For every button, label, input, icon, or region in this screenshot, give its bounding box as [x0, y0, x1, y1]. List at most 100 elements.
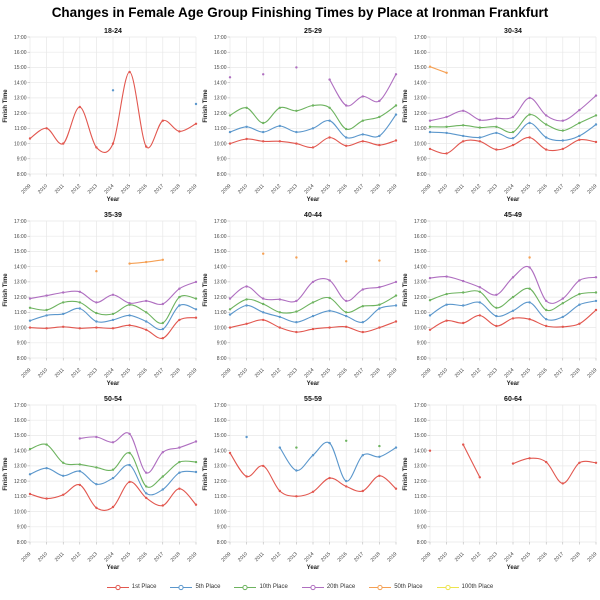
y-tick-label: 17:00 [414, 219, 427, 225]
data-point [511, 276, 515, 279]
x-tick-label: 2017 [353, 551, 365, 563]
data-point [578, 108, 581, 112]
data-point [128, 302, 131, 305]
data-point [428, 314, 432, 317]
data-point [295, 142, 298, 145]
data-point [145, 496, 148, 500]
series-line [512, 457, 597, 484]
x-tick-label: 2013 [487, 551, 499, 563]
data-point [194, 460, 198, 464]
data-point [345, 127, 348, 131]
data-point [245, 304, 248, 307]
data-point [311, 314, 315, 318]
series-50th Place [528, 256, 531, 259]
x-tick-label: 2015 [520, 183, 532, 195]
data-point [145, 320, 148, 323]
data-point [194, 280, 198, 284]
y-tick-label: 11:00 [14, 126, 26, 132]
data-point [295, 495, 298, 498]
data-point [295, 256, 298, 259]
x-tick-label: 2009 [220, 367, 232, 379]
data-point [445, 275, 448, 278]
legend-item-1st Place: 1st Place [106, 583, 156, 592]
y-axis-label: Finish Time [203, 89, 209, 123]
legend-key-marker [115, 584, 121, 590]
y-tick-label: 10:00 [214, 141, 227, 147]
y-tick-label: 15:00 [14, 65, 27, 71]
series-5th Place [245, 435, 398, 483]
data-point [478, 126, 481, 129]
data-point [462, 291, 465, 294]
data-point [345, 439, 348, 442]
data-point [228, 76, 232, 79]
data-point [495, 117, 498, 120]
data-point [478, 140, 481, 143]
data-point [145, 311, 148, 314]
data-point [545, 324, 548, 328]
x-tick-label: 2017 [353, 183, 365, 195]
data-point [145, 492, 148, 495]
x-tick-label: 2017 [153, 367, 165, 379]
data-point [511, 317, 515, 320]
data-point [462, 304, 465, 307]
data-point [178, 446, 181, 449]
data-point [578, 292, 581, 296]
legend: 1st Place 5th Place 10th Place 20th Place 50… [0, 578, 600, 596]
facet-35-39: 35-39 8:00 9:00 10:00 11:00 12:00 13:00 14:00 15… [0, 208, 200, 392]
data-point [345, 311, 348, 314]
y-tick-label: 13:00 [414, 96, 427, 102]
data-point [495, 131, 498, 135]
x-tick-label: 2016 [537, 183, 549, 195]
data-point [528, 256, 531, 259]
data-point [262, 311, 265, 314]
data-point [445, 152, 448, 155]
y-tick-label: 10:00 [14, 141, 27, 147]
data-point [28, 297, 32, 300]
data-point [111, 468, 115, 471]
y-tick-label: 9:00 [417, 341, 427, 347]
data-point [245, 137, 248, 141]
data-point [128, 70, 131, 74]
x-tick-label: 2018 [370, 551, 382, 563]
data-point [111, 441, 115, 444]
y-tick-label: 14:00 [14, 449, 27, 455]
facet-plot-18-24: 18-24 8:00 9:00 10:00 11:00 12:00 13:00 14:00 15… [3, 28, 199, 203]
data-point [228, 130, 232, 134]
data-point [561, 302, 564, 305]
y-tick-label: 16:00 [14, 50, 27, 56]
series-1st Place [228, 451, 398, 498]
series-1st Place [28, 480, 198, 511]
data-point [345, 479, 348, 483]
x-tick-label: 2013 [87, 367, 99, 379]
x-tick-label: 2015 [120, 551, 132, 563]
y-axis-label: Finish Time [403, 273, 409, 307]
y-tick-label: 15:00 [14, 433, 27, 439]
x-tick-label: 2011 [54, 367, 66, 379]
x-tick-label: 2018 [170, 551, 182, 563]
data-point [378, 143, 381, 147]
x-tick-label: 2012 [470, 367, 482, 379]
series-5th Place [28, 304, 198, 331]
y-tick-label: 15:00 [214, 249, 227, 255]
x-tick-label: 2017 [353, 367, 365, 379]
y-tick-label: 12:00 [414, 295, 427, 301]
y-tick-label: 8:00 [17, 356, 27, 362]
x-axis-label: Year [507, 197, 520, 203]
series-line [79, 432, 197, 474]
series-5th Place [228, 304, 398, 324]
data-point [245, 475, 248, 478]
series-line [29, 71, 197, 154]
data-point [78, 301, 82, 304]
data-point [161, 119, 164, 122]
x-tick-label: 2014 [303, 551, 315, 563]
x-tick-label: 2012 [470, 551, 482, 563]
y-tick-label: 12:00 [14, 111, 27, 117]
legend-label: 5th Place [195, 584, 221, 590]
data-point [328, 106, 331, 110]
data-point [62, 301, 65, 304]
x-tick-label: 2010 [37, 551, 49, 563]
x-tick-label: 2018 [370, 183, 382, 195]
facet-plot-30-34: 30-34 8:00 9:00 10:00 11:00 12:00 13:00 14:00 15… [403, 28, 599, 203]
data-point [378, 455, 381, 458]
data-point [545, 318, 548, 321]
